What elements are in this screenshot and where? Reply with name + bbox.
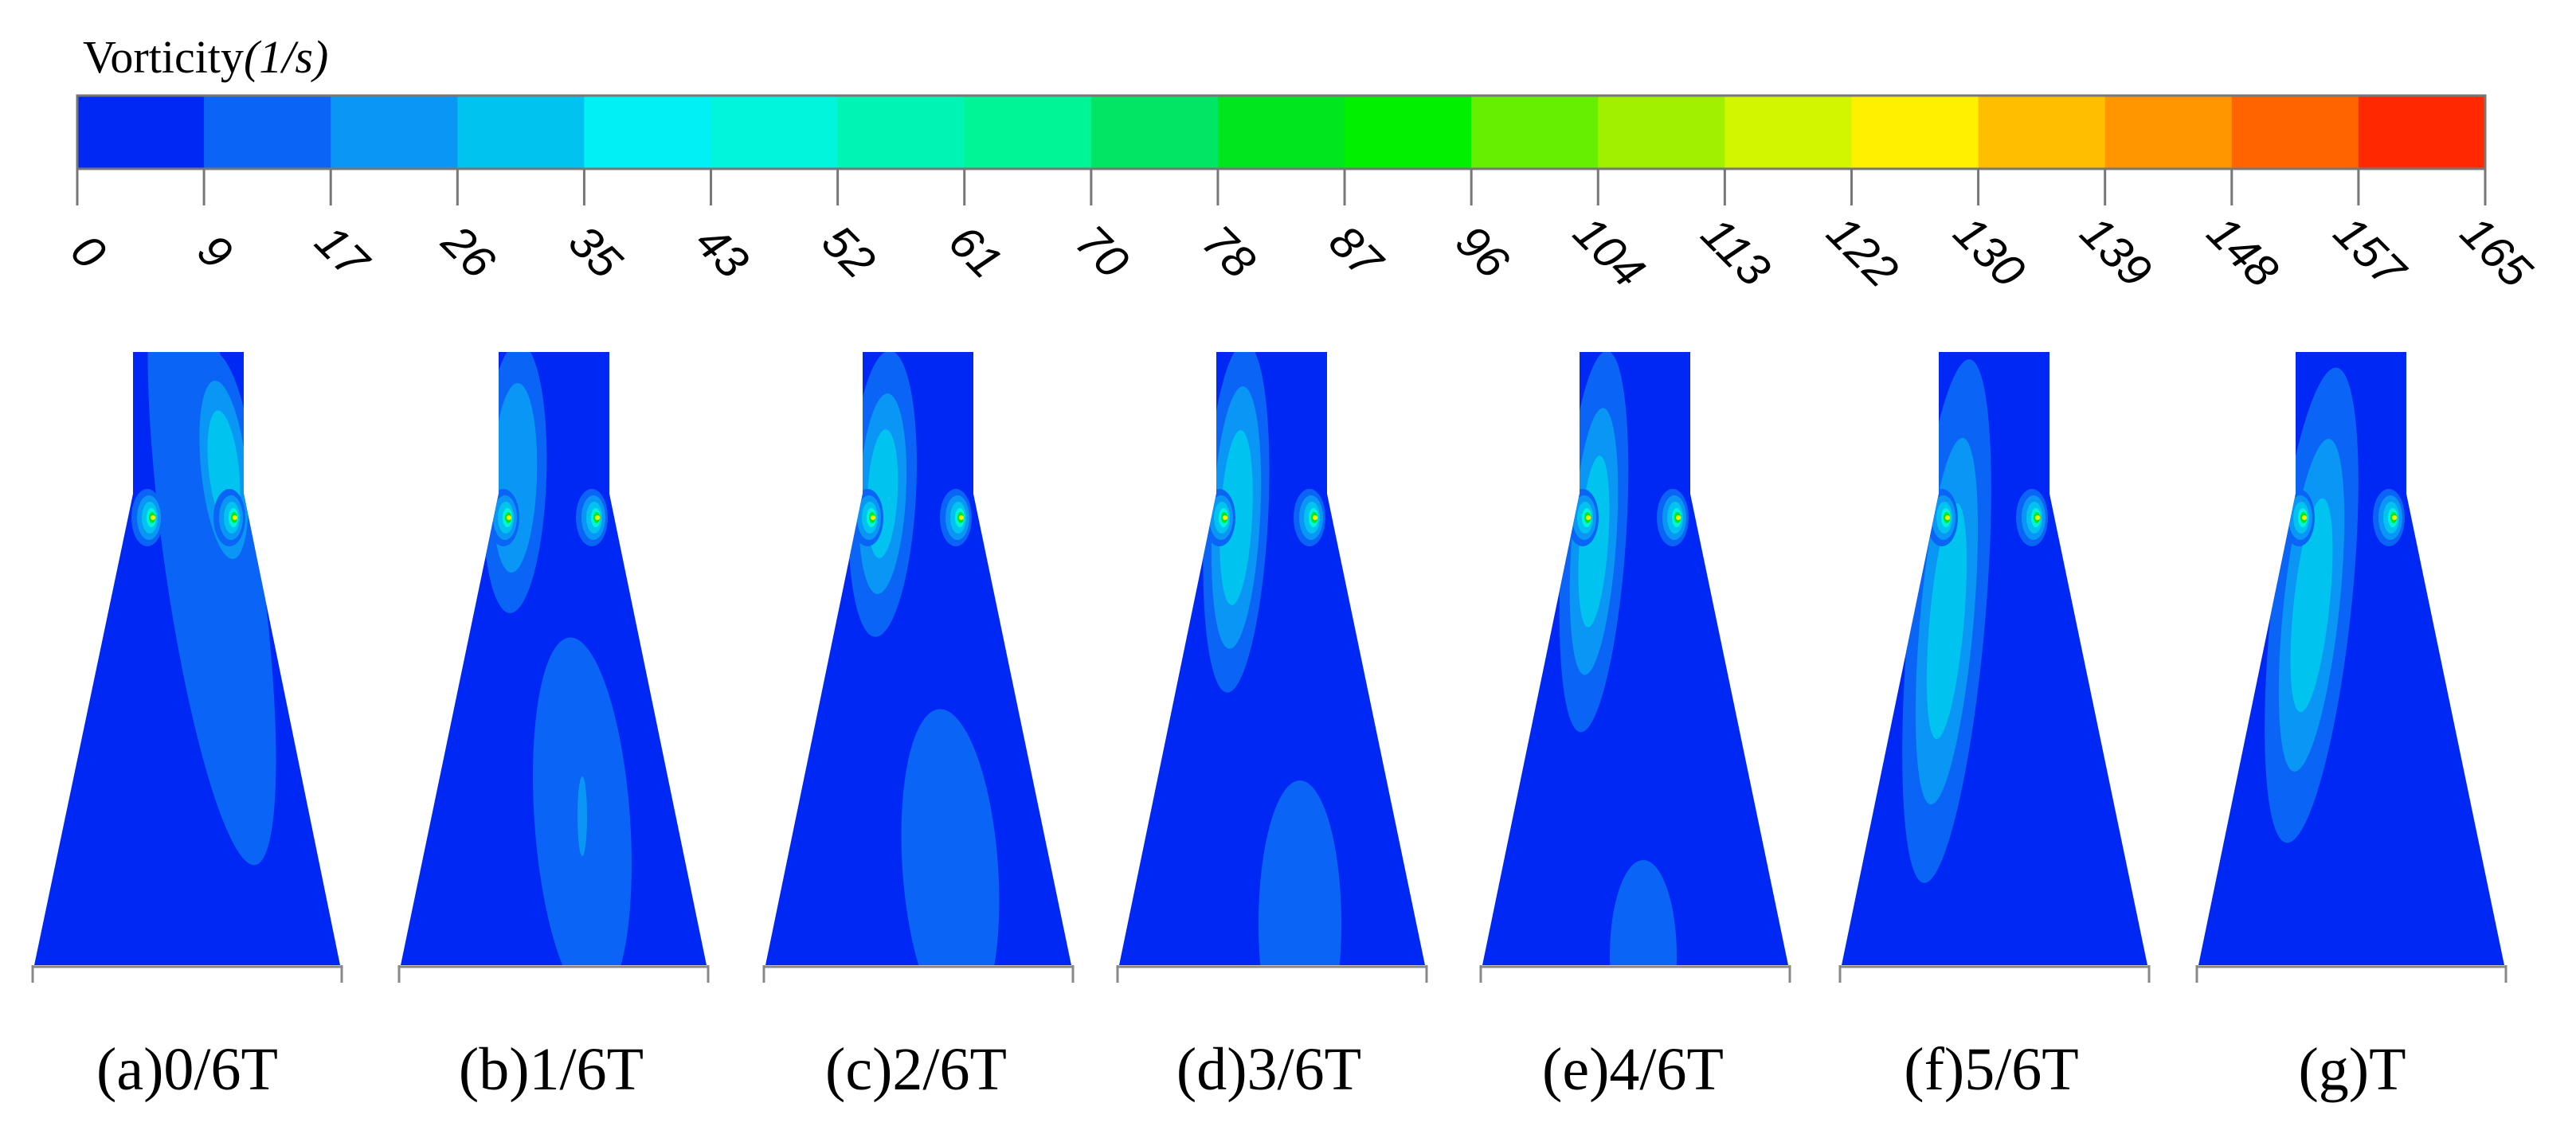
panel-caption-g: (g)T bbox=[2298, 1036, 2406, 1103]
panel-c bbox=[762, 352, 1075, 983]
colorbar-frame bbox=[76, 94, 2487, 170]
panel-caption-c: (c)2/6T bbox=[825, 1036, 1007, 1103]
panel-contours bbox=[131, 352, 276, 866]
colorbar-swatch bbox=[1725, 96, 1853, 169]
panel-caption-a: (a)0/6T bbox=[96, 1036, 278, 1103]
colorbar-swatch bbox=[584, 96, 712, 169]
panel-domain bbox=[765, 352, 1071, 965]
colorbar-swatch bbox=[1471, 96, 1599, 169]
colorbar-swatch bbox=[2104, 96, 2233, 169]
jet-right-core bbox=[233, 515, 237, 520]
panel-f bbox=[1838, 352, 2151, 983]
panel-contours bbox=[482, 352, 632, 965]
colorbar-unit: (1/s) bbox=[243, 31, 329, 83]
colorbar-swatch bbox=[2358, 96, 2486, 169]
panel-domain bbox=[1119, 352, 1425, 965]
jet-right-core bbox=[2392, 515, 2397, 520]
colorbar-swatch bbox=[1090, 96, 1219, 169]
panel-domain bbox=[1482, 352, 1788, 965]
colorbar-swatches bbox=[76, 94, 2487, 170]
colorbar-swatch bbox=[1851, 96, 1979, 169]
panel-g bbox=[2195, 352, 2507, 983]
panel-contours bbox=[1203, 352, 1341, 965]
colorbar-swatch bbox=[1598, 96, 1725, 169]
jet-left-core bbox=[1223, 515, 1227, 520]
panel-b bbox=[397, 352, 710, 983]
colorbar-swatch bbox=[77, 96, 205, 169]
jet-right-core bbox=[595, 515, 600, 520]
vortex-core bbox=[1219, 430, 1253, 605]
panel-contours bbox=[2265, 367, 2405, 843]
jet-left-core bbox=[2302, 515, 2307, 520]
panel-contours bbox=[1902, 359, 2048, 883]
colorbar-swatch bbox=[457, 96, 585, 169]
jet-right-core bbox=[959, 515, 964, 520]
panel-caption-f: (f)5/6T bbox=[1904, 1036, 2079, 1103]
colorbar-swatch bbox=[1217, 96, 1345, 169]
jet-right-core bbox=[1676, 515, 1681, 520]
colorbar-swatch bbox=[2231, 96, 2359, 169]
jet-left-core bbox=[871, 515, 875, 520]
jet-right-core bbox=[2035, 515, 2040, 520]
vortex-wake-core bbox=[577, 776, 587, 856]
colorbar-swatch bbox=[964, 96, 1092, 169]
colorbar-swatch bbox=[1345, 96, 1472, 169]
colorbar-swatch bbox=[1978, 96, 2106, 169]
vortex-wake bbox=[901, 709, 1000, 965]
colorbar: 0 9 17 26 35 43 52 61 70 78 87 96 104 113 122 130 139 148… bbox=[61, 94, 2543, 299]
panel-domain bbox=[1842, 352, 2147, 965]
vortex-core bbox=[2290, 498, 2333, 713]
jet-left-core bbox=[1945, 515, 1950, 520]
colorbar-swatch bbox=[331, 96, 458, 169]
colorbar-swatch bbox=[204, 96, 331, 169]
vortex-tail bbox=[147, 352, 276, 866]
colorbar-ticks bbox=[76, 169, 2487, 205]
panel-e bbox=[1479, 352, 1791, 983]
panel-caption-d: (d)3/6T bbox=[1176, 1036, 1362, 1103]
colorbar-swatch bbox=[711, 96, 839, 169]
panel-caption-b: (b)1/6T bbox=[458, 1036, 644, 1103]
colorbar-title-text: Vorticity bbox=[83, 31, 244, 83]
jet-right-core bbox=[1313, 515, 1317, 520]
colorbar-title: Vorticity(1/s) bbox=[83, 30, 328, 84]
jet-left-core bbox=[507, 515, 511, 520]
vortex-wake bbox=[1259, 780, 1341, 965]
panel-caption-e: (e)4/6T bbox=[1542, 1036, 1724, 1103]
vortex-core bbox=[1926, 503, 1967, 739]
jet-left-core bbox=[1586, 515, 1591, 520]
panel-a bbox=[31, 352, 343, 983]
vorticity-panels bbox=[31, 352, 2507, 983]
jet-left-core bbox=[151, 515, 155, 520]
colorbar-swatch bbox=[837, 96, 965, 169]
vortex-wake bbox=[1610, 860, 1677, 965]
panel-d bbox=[1116, 352, 1428, 983]
